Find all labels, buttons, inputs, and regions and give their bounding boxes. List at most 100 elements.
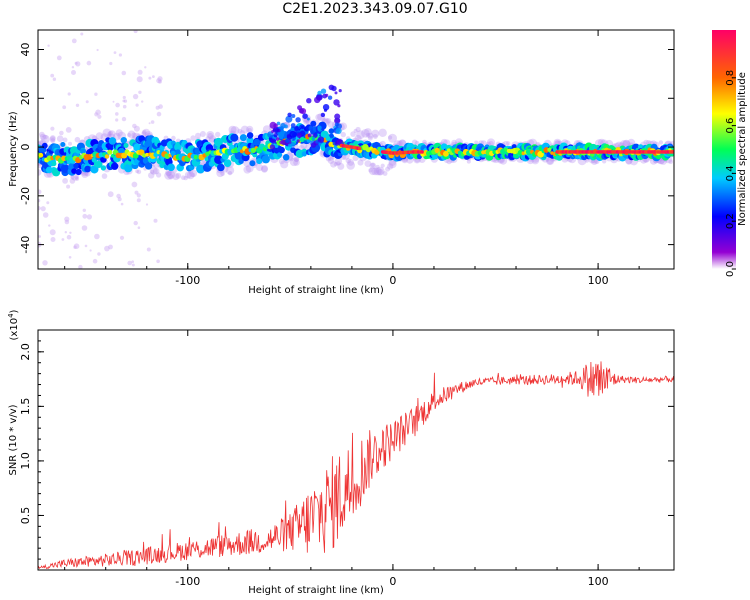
spectrogram-cell — [511, 144, 517, 150]
snr-series-line — [38, 361, 674, 570]
y-tick-label: 2.0 — [19, 343, 32, 361]
spectrogram-halo — [62, 137, 68, 143]
spectrogram-halo — [474, 140, 479, 145]
spectrogram-halo — [364, 160, 372, 168]
spectrogram-halo — [622, 139, 631, 148]
spectrogram-halo — [246, 125, 254, 133]
spectrogram-halo — [371, 167, 380, 176]
spectrogram-speckle — [74, 175, 79, 180]
spectrogram-plume — [334, 117, 341, 124]
spectrogram-halo — [127, 130, 136, 139]
spectrogram-speckle — [133, 220, 138, 226]
spectrogram-core — [250, 147, 257, 153]
spectrogram-speckle — [50, 237, 56, 242]
spectrogram-speckle — [42, 260, 48, 266]
spectrogram-speckle — [64, 219, 70, 225]
spectrogram-halo — [397, 140, 403, 147]
spectrogram-halo — [240, 125, 249, 134]
spectrogram-halo — [184, 171, 192, 179]
spectrogram-cell — [328, 128, 335, 134]
spectrogram-speckle — [115, 112, 119, 116]
spectrogram-halo — [131, 132, 137, 138]
spectrogram-halo — [149, 166, 158, 175]
spectrogram-halo — [168, 173, 174, 180]
spectrogram-halo — [388, 160, 397, 169]
spectrogram-halo — [315, 113, 323, 121]
spectrogram-core — [547, 147, 552, 152]
spectrogram-halo — [152, 167, 160, 175]
spectrogram-halo — [256, 163, 264, 172]
spectrogram-halo — [195, 132, 201, 139]
spectrogram-speckle — [122, 95, 126, 100]
spectrogram-plume — [276, 121, 281, 126]
spectrogram-halo — [62, 178, 68, 184]
spectrogram-halo — [321, 117, 326, 123]
spectrogram-cell — [301, 151, 307, 157]
spectrogram-cell — [217, 163, 225, 172]
spectrogram-speckle — [137, 69, 143, 75]
spectrogram-cell — [637, 144, 644, 150]
colorbar-tick-label: 0.2 — [725, 213, 736, 229]
spectrogram-speckle — [108, 244, 113, 250]
spectrogram-speckle — [127, 260, 132, 266]
spectrogram-speckle — [82, 213, 88, 219]
spectrogram-plume — [325, 93, 329, 97]
spectrogram-halo — [141, 131, 147, 137]
spectrogram-speckle — [152, 75, 155, 78]
spectrogram-cell — [256, 158, 263, 165]
spectrogram-speckle — [155, 105, 160, 110]
spectrogram-speckle — [50, 73, 55, 78]
spectrogram-halo — [225, 166, 235, 175]
spectrogram-speckle — [48, 224, 51, 227]
spectrogram-halo — [148, 172, 155, 179]
spectrogram-speckle — [108, 130, 113, 136]
spectrogram-plume — [333, 99, 340, 106]
spectrogram-peak — [420, 150, 424, 154]
spectrogram-halo — [375, 164, 380, 169]
spectrogram-speckle — [133, 125, 140, 132]
snr-panel: -100 0 100 0.5 1.0 1.5 2.0 Height of straight l… — [7, 309, 675, 596]
spectrogram-speckle — [62, 105, 67, 110]
spectrogram-speckle — [73, 245, 77, 249]
spectrogram-halo — [350, 131, 356, 137]
spectrogram-speckle — [116, 193, 121, 199]
spectrogram-plume — [270, 138, 276, 144]
spectrogram-speckle — [38, 199, 41, 203]
spectrogram-speckle — [132, 93, 139, 100]
spectrogram-plume — [285, 138, 290, 144]
colorbar-gradient — [712, 30, 736, 269]
spectrogram-speckle — [156, 259, 160, 264]
spectrogram-halo — [488, 140, 494, 147]
y-tick-label: 40 — [19, 43, 32, 57]
spectrogram-core — [121, 152, 128, 159]
spectrogram-speckle — [144, 66, 147, 69]
y-scale-factor: (x104) — [7, 309, 20, 340]
spectrogram-speckle — [80, 32, 84, 36]
spectrogram-cell — [167, 163, 175, 172]
spectrogram-halo — [56, 135, 64, 142]
spectrogram-plume — [322, 104, 330, 111]
spectrogram-speckle — [131, 263, 135, 267]
spectrogram-halo — [546, 157, 554, 165]
snr-frame — [37, 329, 675, 571]
spectrogram-halo — [41, 134, 50, 144]
spectrogram-marks — [38, 30, 674, 269]
spectrogram-halo — [247, 128, 252, 133]
spectrogram-halo — [81, 170, 89, 178]
spectrogram-core — [299, 136, 305, 143]
spectrogram-cell — [249, 160, 256, 167]
spectrogram-speckle — [71, 66, 75, 69]
spectrogram-speckle — [69, 178, 76, 184]
spectrogram-cell — [51, 161, 57, 167]
spectrogram-plume — [290, 123, 296, 128]
x-axis-label: Height of straight line (km) — [248, 285, 384, 296]
spectrogram-plume — [311, 136, 316, 141]
spectrogram-plume — [291, 114, 296, 118]
spectrogram-speckle — [50, 126, 55, 131]
spectrogram-speckle — [92, 258, 98, 264]
spectrogram-plume — [317, 138, 322, 142]
spectrogram-halo — [243, 165, 252, 174]
spectrogram-speckle — [49, 229, 56, 236]
spectrogram-halo — [336, 161, 341, 166]
spectrogram-plume — [276, 137, 280, 141]
